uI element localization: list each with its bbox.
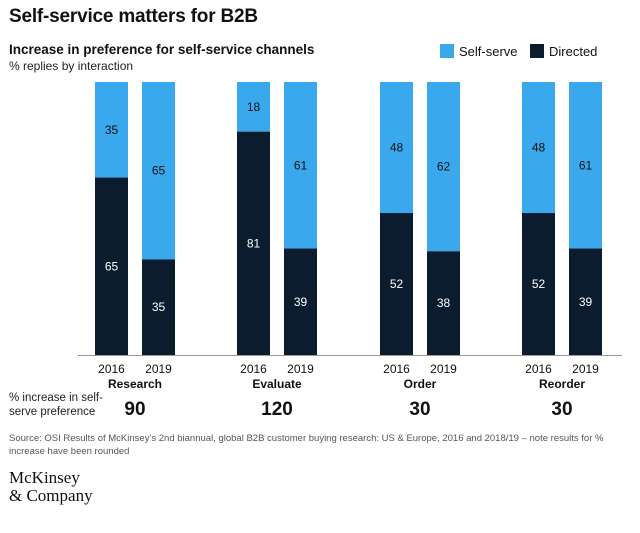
data-label-reorder-2019-self-serve: 61 [579,158,593,172]
data-label-order-2019-directed: 38 [437,296,451,310]
data-label-reorder-2019-directed: 39 [579,295,593,309]
data-label-evaluate-2016-directed: 81 [247,236,261,250]
legend-label-self-serve: Self-serve [459,43,518,59]
legend-swatch-self-serve [440,44,454,58]
data-label-research-2016-self-serve: 35 [105,123,119,137]
bar-evaluate-2019-self-serve [284,82,317,249]
increase-value-reorder: 30 [551,399,572,420]
legend-swatch-directed [530,44,544,58]
data-label-research-2016-directed: 65 [105,259,119,273]
bar-order-2019-self-serve [427,82,460,252]
logo-line-2: & Company [9,486,93,505]
bar-reorder-2019-directed [569,248,602,355]
chart-title: Self-service matters for B2B [9,6,258,27]
legend-label-directed: Directed [549,43,598,59]
mckinsey-logo: McKinsey & Company [9,469,93,505]
bar-research-2019-directed [142,259,175,355]
increase-row-caption: % increase in self-serve preference [9,392,103,418]
logo-line-1: McKinsey [9,468,80,487]
tick-label-reorder-2019: 2019 [572,362,599,376]
bar-order-2019-directed [427,251,460,355]
tick-label-reorder-2016: 2016 [525,362,552,376]
bar-reorder-2016-directed [522,213,555,355]
bar-evaluate-2016-directed [237,131,270,355]
tick-label-evaluate-2016: 2016 [240,362,267,376]
group-label-evaluate: Evaluate [252,377,302,391]
tick-label-order-2016: 2016 [383,362,410,376]
legend-item-self-serve: Self-serve [440,43,518,59]
data-label-reorder-2016-directed: 52 [532,277,546,291]
bar-order-2016-directed [380,213,413,355]
bar-research-2016-self-serve [95,82,128,178]
data-label-research-2019-self-serve: 65 [152,164,166,178]
chart-units-note: % replies by interaction [9,59,134,73]
bar-evaluate-2019-directed [284,248,317,355]
increase-value-evaluate: 120 [261,399,293,420]
source-note: Source: OSI Results of McKinsey’s 2nd bi… [9,433,604,457]
increase-value-order: 30 [409,399,430,420]
data-label-order-2019-self-serve: 62 [437,160,451,174]
bar-reorder-2019-self-serve [569,82,602,249]
data-label-evaluate-2016-self-serve: 18 [247,100,261,114]
tick-label-order-2019: 2019 [430,362,457,376]
group-label-research: Research [108,377,162,391]
bar-research-2019-self-serve [142,82,175,260]
data-label-reorder-2016-self-serve: 48 [532,141,546,155]
data-label-evaluate-2019-self-serve: 61 [294,158,308,172]
group-label-reorder: Reorder [539,377,585,391]
stacked-bar-chart: 3565201665352019Research9018812016613920… [78,82,622,420]
data-label-order-2016-directed: 52 [390,277,404,291]
tick-label-research-2016: 2016 [98,362,125,376]
tick-label-research-2019: 2019 [145,362,172,376]
data-label-evaluate-2019-directed: 39 [294,295,308,309]
legend-item-directed: Directed [530,43,597,59]
group-label-order: Order [404,377,437,391]
increase-value-research: 90 [124,399,145,420]
tick-label-evaluate-2019: 2019 [287,362,314,376]
bar-research-2016-directed [95,177,128,355]
bar-order-2016-self-serve [380,82,413,214]
data-label-order-2016-self-serve: 48 [390,141,404,155]
bar-evaluate-2016-self-serve [237,82,270,132]
bar-reorder-2016-self-serve [522,82,555,214]
chart-subtitle: Increase in preference for self-service … [9,42,315,57]
data-label-research-2019-directed: 35 [152,300,166,314]
